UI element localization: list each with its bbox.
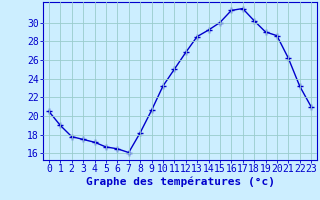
X-axis label: Graphe des températures (°c): Graphe des températures (°c): [85, 177, 275, 187]
